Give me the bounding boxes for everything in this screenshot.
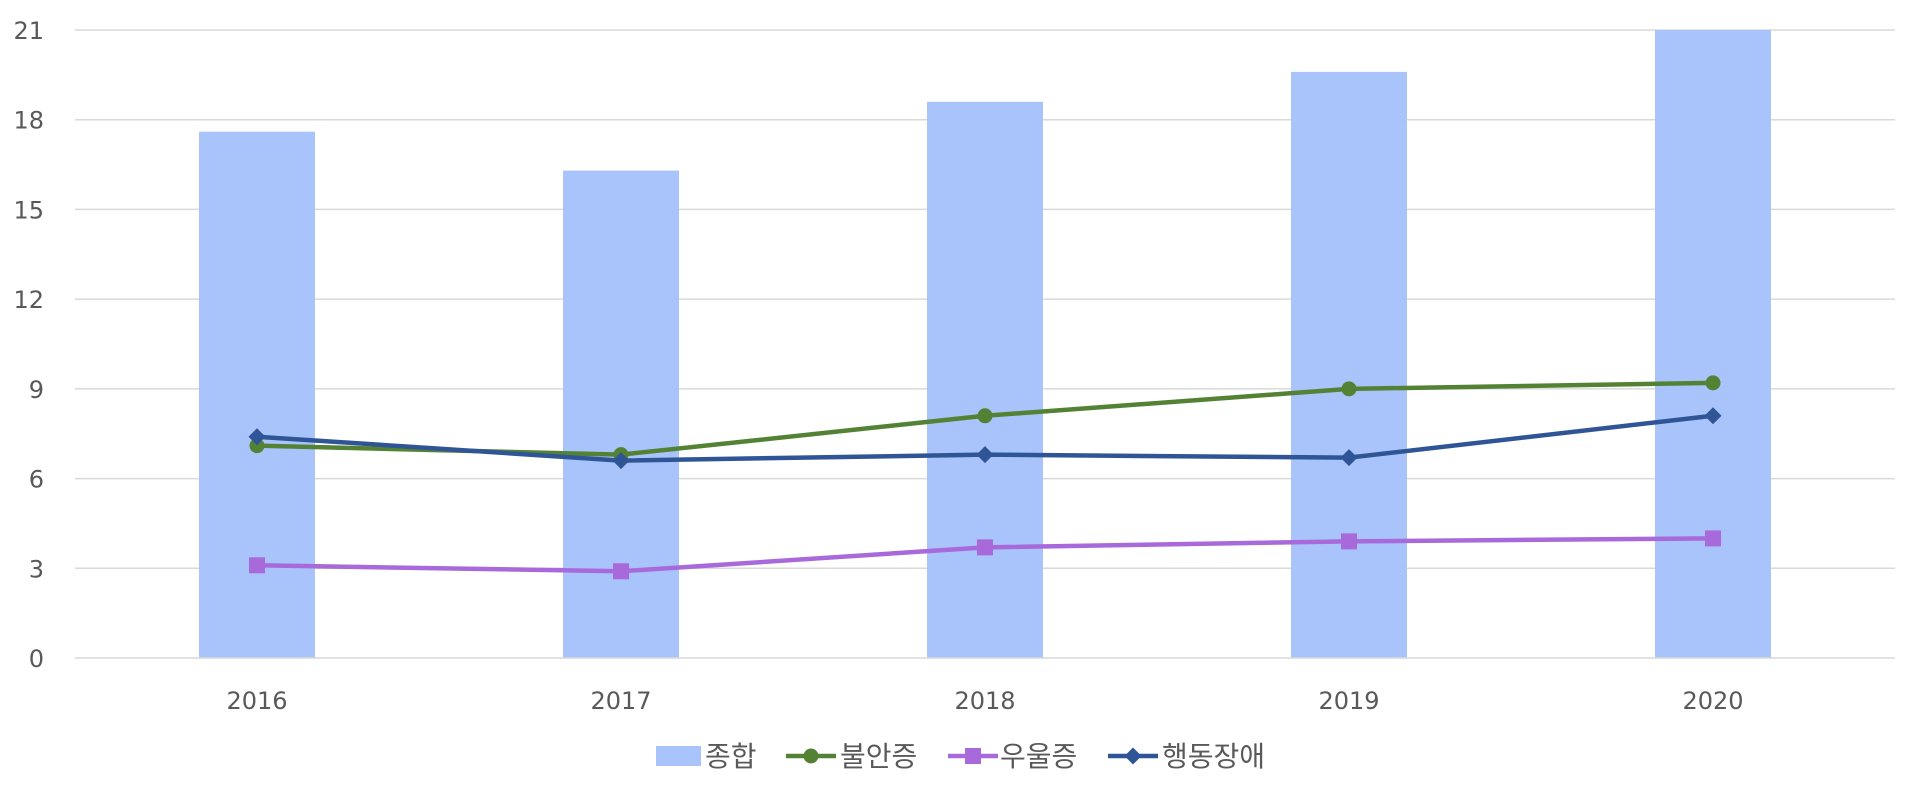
y-tick-labels: 0 3 6 9 12 15 18 21 bbox=[13, 17, 44, 673]
y-tick-label: 18 bbox=[13, 107, 44, 135]
x-tick-label: 2018 bbox=[954, 687, 1015, 715]
legend-label: 불안증 bbox=[840, 740, 917, 773]
legend-swatch bbox=[656, 746, 701, 766]
line-series bbox=[248, 375, 1722, 580]
legend-label: 종합 bbox=[705, 740, 757, 773]
marker-square bbox=[1705, 530, 1721, 547]
marker-circle bbox=[1341, 381, 1357, 397]
series-diamond bbox=[248, 407, 1722, 470]
y-tick-label: 3 bbox=[29, 555, 44, 583]
legend-item: 불안증 bbox=[786, 740, 917, 773]
marker-diamond bbox=[1340, 449, 1358, 467]
x-tick-label: 2016 bbox=[226, 687, 287, 715]
y-tick-label: 9 bbox=[29, 376, 44, 404]
marker-circle bbox=[977, 408, 993, 424]
marker-square bbox=[977, 539, 993, 556]
legend-item: 행동장애 bbox=[1108, 740, 1265, 773]
marker-square bbox=[249, 557, 265, 574]
marker-diamond bbox=[976, 446, 994, 464]
bar bbox=[563, 170, 679, 659]
marker-square bbox=[1341, 533, 1357, 550]
legend-label: 행동장애 bbox=[1162, 740, 1265, 773]
marker-square bbox=[965, 748, 981, 764]
y-tick-label: 12 bbox=[13, 286, 44, 314]
marker-diamond bbox=[1124, 747, 1142, 765]
y-tick-label: 0 bbox=[29, 645, 44, 673]
marker-diamond bbox=[612, 452, 630, 470]
legend-item: 우울증 bbox=[948, 740, 1077, 773]
y-tick-label: 6 bbox=[29, 466, 44, 494]
marker-circle bbox=[803, 748, 819, 764]
legend-label: 우울증 bbox=[1000, 740, 1077, 773]
x-tick-label: 2017 bbox=[590, 687, 651, 715]
marker-circle bbox=[1705, 375, 1721, 391]
x-tick-label: 2020 bbox=[1682, 687, 1743, 715]
legend-item: 종합 bbox=[656, 740, 757, 773]
marker-square bbox=[613, 563, 629, 580]
y-tick-label: 15 bbox=[13, 196, 44, 224]
bar bbox=[199, 131, 315, 658]
x-tick-labels: 2016 2017 2018 2019 2020 bbox=[226, 687, 1743, 715]
bar bbox=[1291, 71, 1407, 658]
series-square bbox=[249, 530, 1721, 580]
marker-circle bbox=[249, 438, 265, 454]
marker-diamond bbox=[1704, 407, 1722, 425]
x-tick-label: 2019 bbox=[1318, 687, 1379, 715]
bar bbox=[1655, 30, 1771, 658]
y-tick-label: 21 bbox=[13, 17, 44, 45]
bar-series bbox=[199, 30, 1771, 659]
marker-diamond bbox=[248, 428, 266, 446]
legend: 종합 불안증 우울증 행동장애 bbox=[656, 740, 1265, 773]
bar bbox=[927, 101, 1043, 659]
